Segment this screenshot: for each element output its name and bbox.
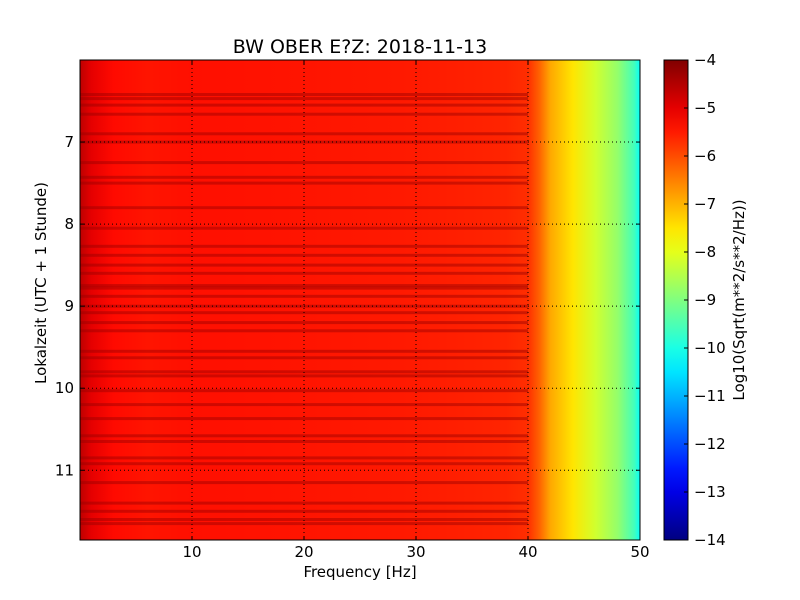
colorbar-tick-label: −5 — [694, 99, 716, 117]
time-band — [80, 370, 528, 374]
time-band — [80, 349, 528, 353]
colorbar-tick-label: −8 — [694, 243, 716, 261]
time-band — [80, 440, 528, 443]
time-band — [80, 181, 528, 185]
colorbar-tick-label: −10 — [694, 339, 726, 357]
time-band — [80, 522, 528, 526]
colorbar-tick-label: −6 — [694, 147, 716, 165]
y-tick-label: 8 — [64, 215, 74, 233]
time-band — [80, 321, 528, 325]
x-axis-label: Frequency [Hz] — [303, 563, 416, 581]
colorbar-tick-label: −12 — [694, 435, 726, 453]
time-band — [80, 244, 528, 248]
y-tick-label: 11 — [55, 461, 74, 479]
colorbar-tick-label: −9 — [694, 291, 716, 309]
plot-area — [80, 60, 640, 540]
time-band — [80, 161, 528, 165]
x-tick-label: 20 — [294, 543, 313, 561]
y-tick-label: 10 — [55, 379, 74, 397]
y-tick-label: 9 — [64, 297, 74, 315]
time-band — [80, 132, 528, 136]
time-band — [80, 329, 528, 333]
colorbar-tick-label: −7 — [694, 195, 716, 213]
time-band — [80, 434, 528, 438]
time-band — [80, 501, 528, 505]
time-band — [80, 481, 528, 485]
time-band — [80, 462, 528, 466]
spectrogram-base — [80, 60, 640, 540]
time-band — [80, 389, 528, 393]
grid-layer — [80, 60, 640, 540]
colorbar-tick-label: −11 — [694, 387, 726, 405]
colorbar-tick-label: −4 — [694, 51, 716, 69]
x-tick-label: 50 — [630, 543, 649, 561]
time-band — [80, 417, 528, 421]
time-band — [80, 97, 528, 101]
x-tick-label: 10 — [182, 543, 201, 561]
time-band — [80, 93, 528, 96]
time-band — [80, 284, 528, 288]
x-tick-label: 30 — [406, 543, 425, 561]
x-tick-label: 40 — [518, 543, 537, 561]
time-band — [80, 206, 528, 210]
time-band — [80, 518, 528, 521]
time-band — [80, 374, 528, 378]
time-band — [80, 263, 528, 267]
time-band — [80, 175, 528, 179]
time-band — [80, 103, 528, 107]
time-band — [80, 271, 528, 275]
y-axis: 7 8 9 10 11 — [55, 133, 640, 479]
colorbar-tick-label: −13 — [694, 483, 726, 501]
y-tick-label: 7 — [64, 133, 74, 151]
y-axis-label: Lokalzeit (UTC + 1 Stunde) — [32, 182, 50, 384]
time-band — [80, 253, 528, 257]
colorbar-label: Log10(Sqrt(m**2/s**2/Hz)) — [730, 199, 748, 400]
time-band — [80, 356, 528, 360]
x-axis: 10 20 30 40 50 — [182, 60, 650, 561]
time-band — [80, 456, 528, 460]
time-band — [80, 112, 528, 116]
colorbar-tick-label: −14 — [694, 531, 726, 549]
colorbar-axis: −4 −5 −6 −7 −8 −9 −10 −11 −12 −13 −14 — [684, 51, 726, 549]
plot-frame — [79, 59, 641, 541]
chart-title: BW OBER E?Z: 2018-11-13 — [233, 36, 487, 58]
time-band — [80, 509, 528, 513]
